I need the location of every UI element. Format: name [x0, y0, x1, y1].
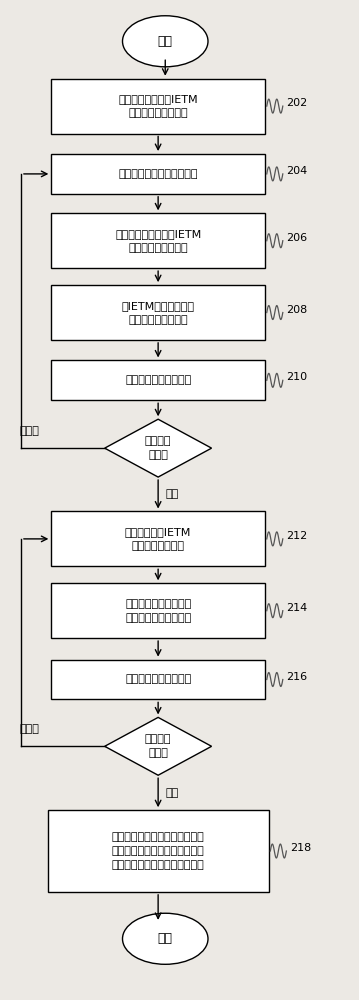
FancyBboxPatch shape	[51, 660, 265, 699]
Ellipse shape	[122, 913, 208, 964]
Text: 通过: 通过	[165, 489, 178, 499]
Text: 对录入数据的内容进行
规则和标准符合性检验: 对录入数据的内容进行 规则和标准符合性检验	[125, 599, 191, 623]
Text: 建立或调整图形化逻辑结构: 建立或调整图形化逻辑结构	[118, 169, 198, 179]
Text: 对IETM数据模块之间
的逻辑关系进行检验: 对IETM数据模块之间 的逻辑关系进行检验	[122, 301, 195, 325]
Polygon shape	[105, 717, 211, 775]
FancyBboxPatch shape	[51, 213, 265, 268]
FancyBboxPatch shape	[51, 583, 265, 638]
Text: 检验是否
通过？: 检验是否 通过？	[145, 734, 171, 758]
Text: 根据约定规则建立IETM
过程类数据录入模板: 根据约定规则建立IETM 过程类数据录入模板	[118, 94, 198, 118]
Text: 开始: 开始	[158, 35, 173, 48]
FancyBboxPatch shape	[51, 285, 265, 340]
Text: 关联逻辑图中节点与IETM
数据模块的对应关系: 关联逻辑图中节点与IETM 数据模块的对应关系	[115, 229, 201, 253]
Text: 218: 218	[290, 843, 311, 853]
Text: 检验是否
通过？: 检验是否 通过？	[145, 436, 171, 460]
Text: 通过: 通过	[165, 788, 178, 798]
FancyBboxPatch shape	[51, 79, 265, 134]
Polygon shape	[105, 419, 211, 477]
Text: 不通过: 不通过	[19, 724, 39, 734]
Text: 210: 210	[286, 372, 308, 382]
Text: 结束: 结束	[158, 932, 173, 945]
Text: 216: 216	[286, 672, 308, 682]
FancyBboxPatch shape	[51, 511, 265, 566]
FancyBboxPatch shape	[51, 360, 265, 400]
Text: 204: 204	[286, 166, 308, 176]
Text: 对检验的结果进行显示: 对检验的结果进行显示	[125, 375, 191, 385]
Text: 208: 208	[286, 305, 308, 315]
FancyBboxPatch shape	[48, 810, 269, 892]
Text: 214: 214	[286, 603, 308, 613]
Text: 202: 202	[286, 98, 308, 108]
Text: 将建立的逻辑结构、逻辑节点关
联和录入或编辑的数据转换和存
储为符合要求的过程类数据模块: 将建立的逻辑结构、逻辑节点关 联和录入或编辑的数据转换和存 储为符合要求的过程类…	[112, 832, 205, 870]
FancyBboxPatch shape	[51, 154, 265, 194]
Text: 212: 212	[286, 531, 308, 541]
Text: 不通过: 不通过	[19, 426, 39, 436]
Text: 对检验的结果进行显示: 对检验的结果进行显示	[125, 675, 191, 685]
Ellipse shape	[122, 16, 208, 67]
Text: 206: 206	[286, 233, 308, 243]
Text: 录入或编辑非IETM
数据模块节点数据: 录入或编辑非IETM 数据模块节点数据	[125, 527, 191, 551]
